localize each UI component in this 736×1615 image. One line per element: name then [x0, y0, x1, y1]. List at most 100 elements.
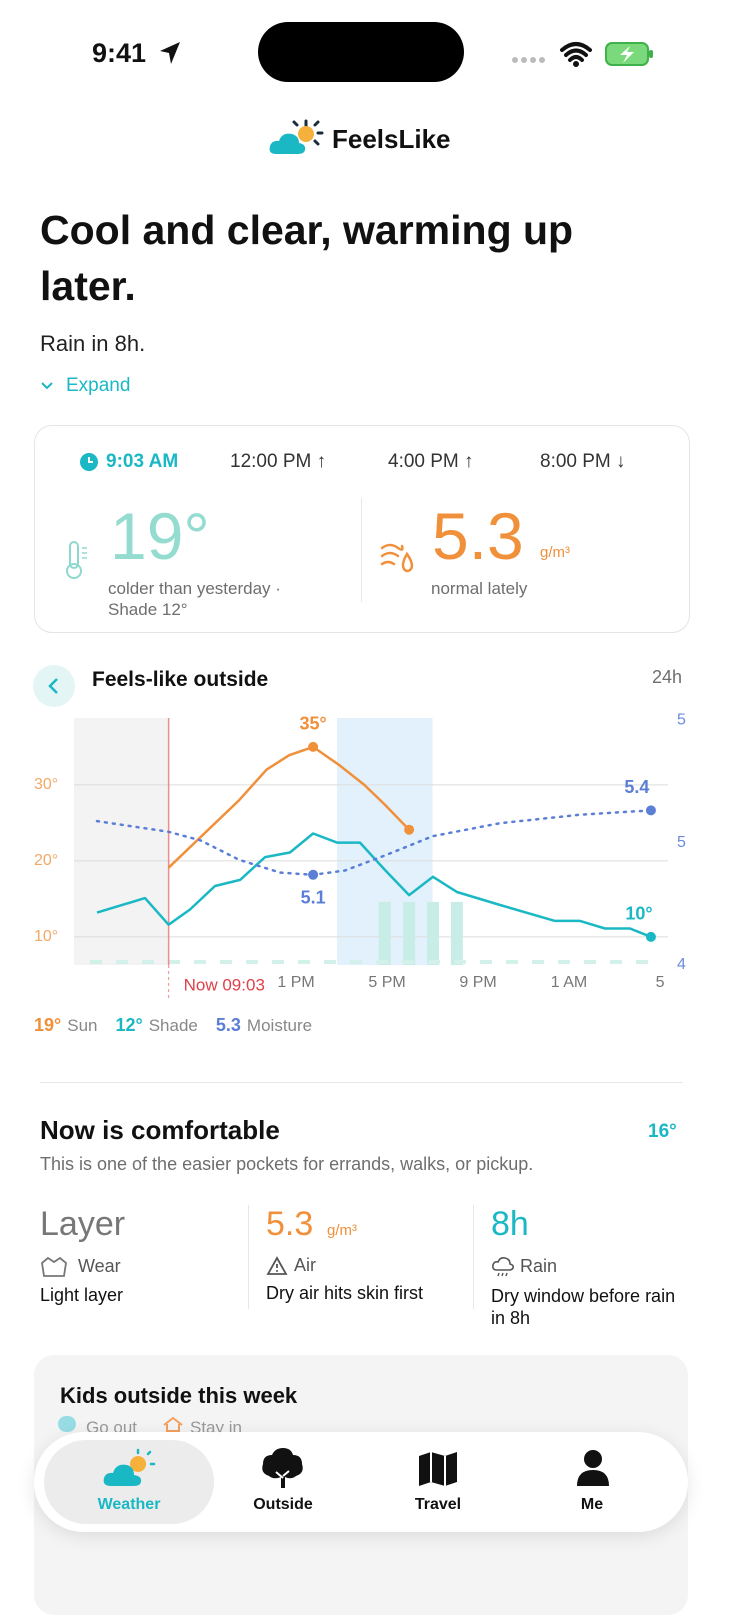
value-label: 35° — [299, 714, 326, 734]
rain-icon — [492, 1257, 514, 1277]
x-tick-label: 5 PM — [368, 974, 405, 991]
value-label: 5.4 — [624, 777, 649, 797]
tab-icon — [103, 1448, 156, 1486]
moisture-note: normal lately — [431, 579, 528, 598]
moisture-value: 5.3 — [432, 499, 524, 573]
air-value: 5.3 — [266, 1205, 314, 1243]
point — [308, 741, 319, 752]
rain-bar — [378, 901, 391, 965]
wear-text: Light layer — [40, 1285, 124, 1305]
rain-value: 8h — [491, 1205, 529, 1243]
tab[interactable]: Outside — [198, 1440, 368, 1524]
now-card — [34, 425, 690, 633]
y2-tick-label: 5 — [677, 834, 686, 851]
air-label: Air — [294, 1255, 316, 1275]
rain-bar — [403, 901, 416, 965]
time-option[interactable]: 4:00 PM ↑ — [388, 451, 474, 472]
point — [645, 931, 656, 942]
thermometer-icon — [66, 541, 87, 579]
wear-value: Layer — [40, 1205, 126, 1243]
y-tick-label: 10° — [34, 928, 58, 945]
x-tick-label: 1 AM — [551, 974, 587, 991]
time-option[interactable]: 8:00 PM ↓ — [540, 451, 626, 472]
app-name: FeelsLike — [332, 124, 451, 154]
tab[interactable]: Weather — [44, 1440, 214, 1524]
tab-icon — [419, 1452, 457, 1486]
legend-name: Shade — [148, 1016, 198, 1035]
air-icon — [266, 1256, 288, 1275]
app-logo — [269, 119, 324, 154]
point — [404, 824, 415, 835]
divider — [361, 498, 362, 602]
divider — [473, 1205, 474, 1309]
y-tick-label: 20° — [34, 852, 58, 869]
legend-value: 12° — [115, 1015, 143, 1035]
x-tick-label: 5 — [656, 974, 665, 991]
point — [308, 869, 319, 880]
rain-bar — [426, 901, 439, 965]
tab-icon — [577, 1450, 609, 1486]
subline: Rain in 8h. — [40, 331, 146, 356]
y-tick-label: 30° — [34, 776, 58, 793]
tab[interactable]: Travel — [353, 1440, 523, 1524]
legend: 19° Sun 12° Shade 5.3 Moisture — [34, 1015, 312, 1036]
moisture-unit: g/m³ — [540, 544, 570, 561]
wear-label: Wear — [78, 1256, 121, 1276]
comfort-title: Now is comfortable — [40, 1115, 280, 1145]
past-area — [74, 718, 169, 965]
x-tick-label: 1 PM — [277, 974, 314, 991]
legend-name: Moisture — [246, 1016, 313, 1035]
clock-icon — [80, 453, 98, 471]
rain-bar — [450, 901, 463, 965]
legend-name: Sun — [67, 1016, 98, 1035]
comfort-temperature: 16° — [648, 1121, 677, 1142]
status-icons — [512, 42, 653, 67]
expand-button[interactable]: Expand — [66, 375, 131, 396]
chart-title: Feels-like outside — [92, 668, 269, 691]
go-out-icon — [58, 1416, 76, 1432]
y2-tick-label: 5 — [677, 711, 686, 728]
series-line — [96, 832, 652, 939]
legend-value: 5.3 — [215, 1015, 241, 1035]
legend-value: 19° — [34, 1015, 62, 1035]
divider — [40, 1082, 683, 1083]
range-label[interactable]: 24h — [652, 667, 683, 687]
temperature: 19° — [110, 499, 210, 573]
tab-label: Travel — [414, 1496, 462, 1513]
time-now[interactable]: 9:03 AM — [106, 451, 179, 472]
expand-chevron — [41, 382, 53, 390]
shade-note: Shade 12° — [108, 600, 188, 619]
headline: Cool and clear, warming up later. — [40, 207, 574, 309]
divider — [248, 1205, 249, 1309]
status-time: 9:41 — [92, 38, 147, 68]
point — [645, 805, 656, 816]
comfort-subtitle: This is one of the easier pockets for er… — [40, 1154, 534, 1174]
time-option[interactable]: 12:00 PM ↑ — [230, 451, 327, 472]
tab-label: Outside — [253, 1496, 313, 1513]
y2-tick-label: 4 — [677, 956, 686, 973]
air-text: Dry air hits skin first — [266, 1283, 424, 1303]
back-chevron — [48, 678, 58, 694]
x-tick-label: 9 PM — [459, 974, 496, 991]
wear-icon — [41, 1256, 67, 1277]
rain-text: Dry window before rain in 8h — [491, 1286, 676, 1328]
tab-label: Me — [580, 1496, 604, 1513]
temperature-note: colder than yesterday · — [108, 579, 281, 598]
tab-label: Weather — [97, 1496, 161, 1513]
back-button[interactable] — [33, 665, 75, 707]
dynamic-island — [258, 22, 464, 82]
value-label: 5.1 — [301, 888, 326, 908]
air-unit: g/m³ — [327, 1222, 357, 1239]
value-label: 10° — [625, 904, 652, 924]
tab-icon — [262, 1448, 303, 1488]
location-icon — [160, 42, 180, 64]
now-label: Now 09:03 — [184, 975, 265, 994]
stay-in-icon — [163, 1416, 183, 1432]
tab[interactable]: Me — [507, 1440, 677, 1524]
moisture-icon — [380, 543, 414, 573]
series-line — [95, 809, 653, 877]
rain-label: Rain — [520, 1256, 558, 1276]
kids-title: Kids outside this week — [60, 1383, 298, 1408]
